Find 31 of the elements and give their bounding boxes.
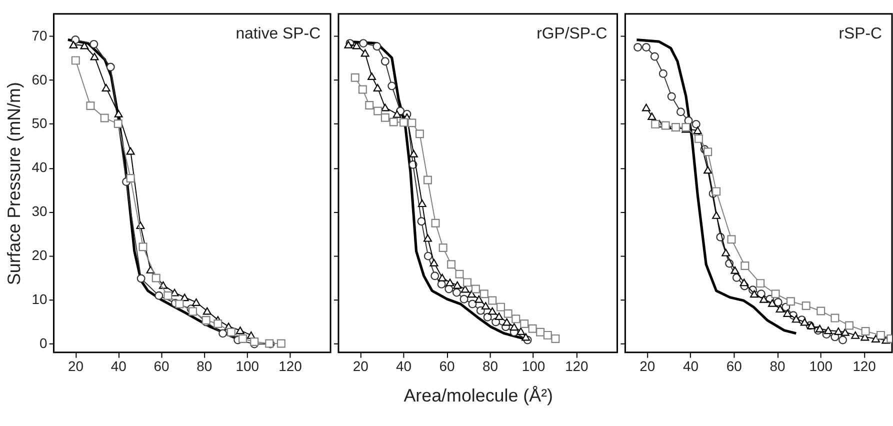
y-tick-label: 30 <box>32 203 48 220</box>
x-tick-label: 40 <box>110 358 127 374</box>
x-axis-title: Area/molecule (Å²) <box>404 386 553 406</box>
y-tick-label: 0 <box>40 335 48 352</box>
y-tick-label: 10 <box>32 291 48 308</box>
y-tick-label: 20 <box>32 247 48 264</box>
x-tick-label: 80 <box>482 358 498 374</box>
y-tick-label: 70 <box>32 27 48 44</box>
y-tick-label: 50 <box>32 115 48 132</box>
text: rGP/SP-C <box>536 26 608 43</box>
x-tick-label: 80 <box>770 358 786 374</box>
x-tick-label: 100 <box>236 358 260 374</box>
x-tick-label: 60 <box>439 358 456 374</box>
text: native SP-C <box>236 26 321 43</box>
x-tick-label: 100 <box>522 358 546 374</box>
x-tick-label: 120 <box>852 358 876 374</box>
x-tick-label: 60 <box>726 358 742 374</box>
x-tick-label: 40 <box>396 358 412 374</box>
x-tick-label: 80 <box>196 358 212 374</box>
x-tick-label: 120 <box>278 358 302 374</box>
text: rSP-C <box>838 26 882 43</box>
x-tick-label: 20 <box>68 358 84 374</box>
x-tick-label: 60 <box>154 358 170 374</box>
y-axis-title: Surface Pressure (mN/m) <box>4 82 24 286</box>
x-tick-label: 20 <box>352 358 369 374</box>
y-tick-label: 40 <box>32 159 48 176</box>
x-tick-label: 120 <box>565 358 589 374</box>
x-tick-label: 100 <box>809 358 833 374</box>
x-tick-label: 40 <box>683 358 699 374</box>
y-tick-label: 60 <box>32 71 48 88</box>
x-tick-label: 20 <box>640 358 656 374</box>
